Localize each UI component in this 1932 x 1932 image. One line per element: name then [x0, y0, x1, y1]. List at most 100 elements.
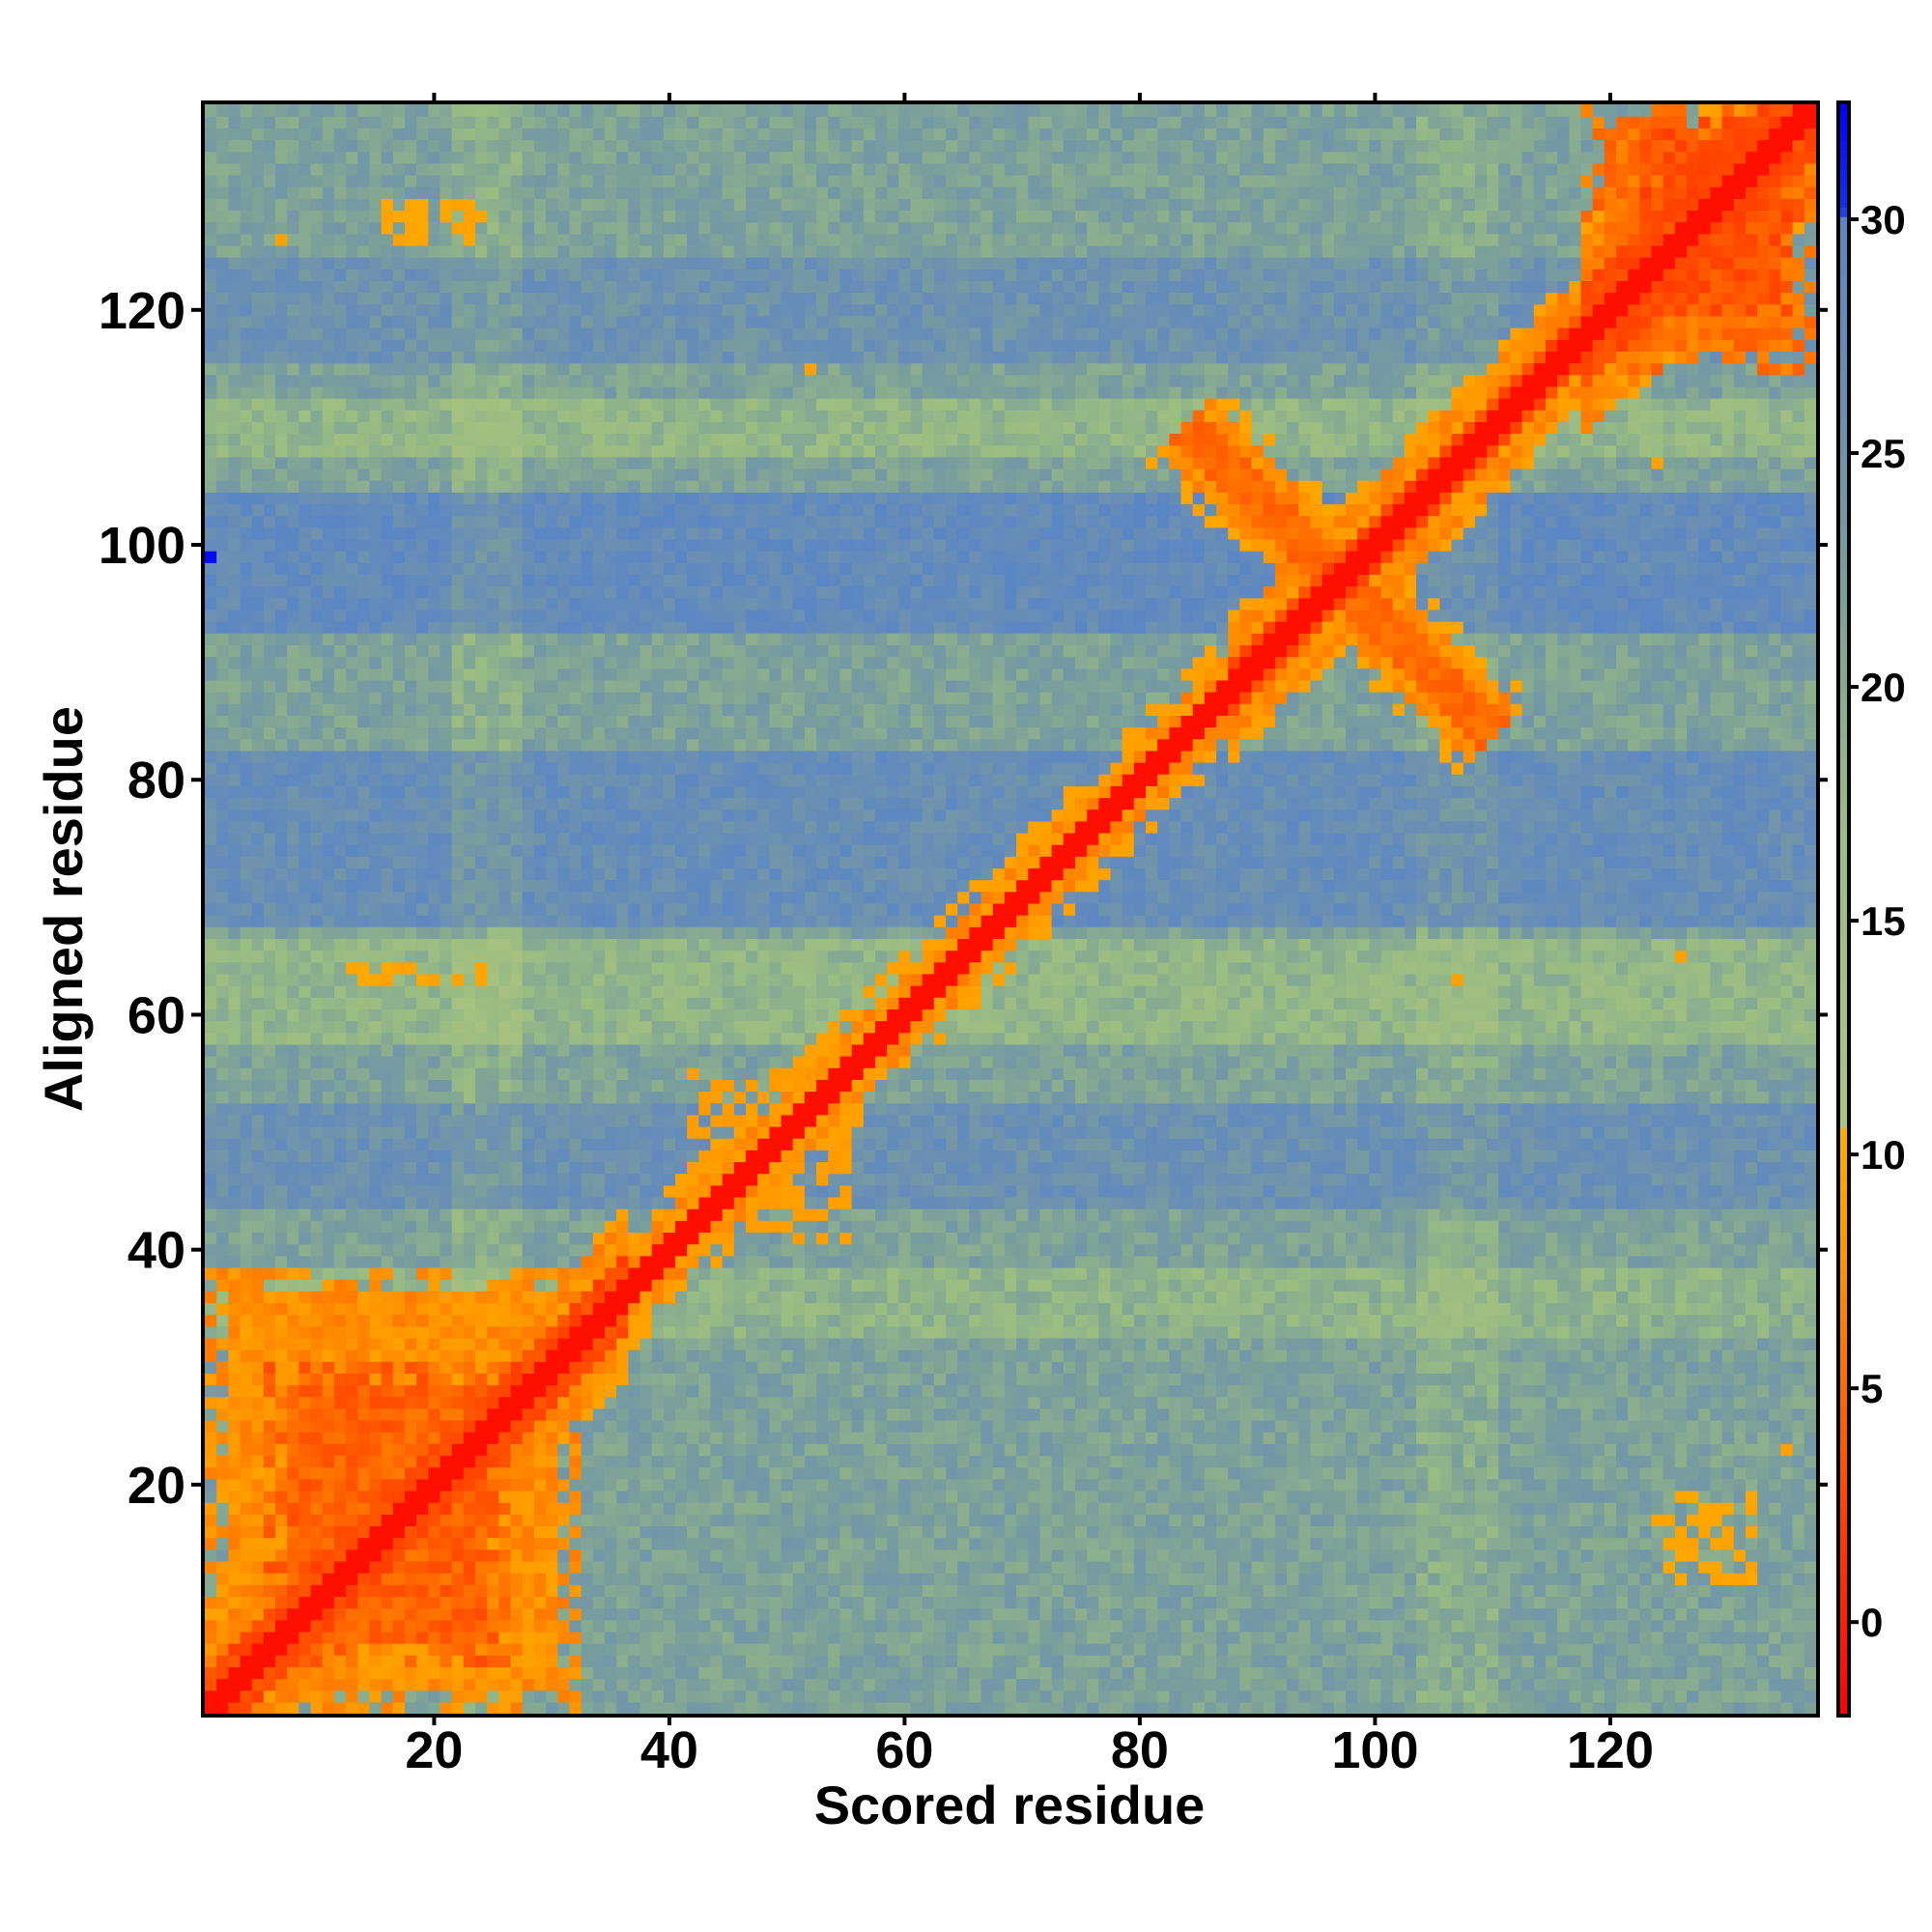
heatmap-cell [980, 1396, 994, 1409]
heatmap-cell [1321, 1478, 1335, 1492]
heatmap-cell [816, 1525, 829, 1539]
heatmap-cell [1569, 1666, 1582, 1680]
heatmap-cell [1674, 1466, 1688, 1480]
heatmap-cell [1310, 1502, 1323, 1515]
heatmap-cell [1569, 1560, 1582, 1574]
heatmap-cell [1321, 1291, 1335, 1303]
heatmap-cell [710, 1443, 724, 1457]
heatmap-cell [1733, 1502, 1747, 1515]
heatmap-cell [1310, 1643, 1323, 1656]
heatmap-cell [946, 1655, 958, 1667]
heatmap-cell [287, 1548, 300, 1562]
heatmap-cell [1345, 1596, 1358, 1609]
heatmap-cell [898, 1361, 912, 1374]
heatmap-cell [1369, 1525, 1382, 1539]
heatmap-cell [804, 1291, 817, 1303]
heatmap-cell [710, 1432, 724, 1444]
heatmap-cell [451, 1337, 465, 1350]
heatmap-cell [604, 1584, 617, 1597]
heatmap-cell [1310, 1466, 1323, 1480]
heatmap-cell [487, 1396, 499, 1409]
heatmap-cell [1016, 1502, 1029, 1515]
heatmap-cell [746, 1690, 758, 1703]
heatmap-cell [1028, 1701, 1041, 1715]
heatmap-cell [1487, 1291, 1499, 1303]
heatmap-cell [216, 1443, 229, 1457]
heatmap-cell [1063, 1514, 1076, 1527]
heatmap-cell [1662, 1337, 1676, 1350]
heatmap-cell [687, 1573, 699, 1585]
heatmap-cell [1146, 1525, 1158, 1539]
heatmap-cell [946, 1490, 958, 1503]
heatmap-cell [1404, 1560, 1417, 1574]
heatmap-cell [1592, 1596, 1605, 1609]
heatmap-cell [1769, 1478, 1782, 1492]
heatmap-cell [1028, 1643, 1041, 1656]
heatmap-cell [792, 1466, 806, 1480]
heatmap-cell [933, 1443, 947, 1457]
heatmap-cell [1369, 1655, 1382, 1667]
heatmap-cell [1251, 1631, 1264, 1644]
heatmap-cell [1404, 1455, 1417, 1468]
heatmap-cell [1087, 1525, 1099, 1539]
heatmap-cell [1074, 1432, 1088, 1444]
heatmap-cell [1074, 1419, 1088, 1433]
heatmap-cell [1474, 1384, 1488, 1398]
heatmap-cell [1616, 1514, 1629, 1527]
heatmap-cell [887, 1573, 899, 1585]
heatmap-cell [969, 1490, 982, 1503]
heatmap-cell [922, 1361, 935, 1374]
heatmap-cell [1098, 1490, 1112, 1503]
heatmap-cell [428, 1655, 441, 1667]
heatmap-cell [1133, 1607, 1147, 1621]
heatmap-cell [1616, 1631, 1629, 1644]
heatmap-cell [1169, 1619, 1182, 1633]
heatmap-cell [263, 1325, 276, 1339]
heatmap-cell [463, 1548, 476, 1562]
heatmap-cell [1463, 1643, 1476, 1656]
heatmap-cell [1580, 1396, 1594, 1409]
heatmap-cell [1298, 1302, 1312, 1316]
heatmap-cell [1721, 1619, 1735, 1633]
heatmap-cell [1192, 1525, 1206, 1539]
heatmap-cell [969, 1302, 982, 1316]
heatmap-cell [546, 1619, 558, 1633]
heatmap-cell [1780, 1666, 1794, 1680]
heatmap-cell [263, 1361, 276, 1374]
heatmap-cell [216, 1537, 229, 1550]
heatmap-cell [1004, 1631, 1017, 1644]
heatmap-cell [804, 1407, 817, 1421]
heatmap-cell [357, 1455, 371, 1468]
heatmap-cell [1757, 1443, 1770, 1457]
heatmap-cell [639, 1678, 653, 1691]
heatmap-cell [1498, 1548, 1512, 1562]
heatmap-cell [1004, 1455, 1017, 1468]
heatmap-cell [1180, 1607, 1194, 1621]
heatmap-cell [1769, 1396, 1782, 1409]
heatmap-cell [510, 1361, 524, 1374]
heatmap-cell [616, 1525, 629, 1539]
heatmap-cell [863, 1455, 876, 1468]
heatmap-cell [1357, 1361, 1370, 1374]
heatmap-cell [1557, 1432, 1570, 1444]
heatmap-cell [710, 1314, 724, 1327]
heatmap-cell [522, 1325, 535, 1339]
heatmap-cell [487, 1432, 499, 1444]
heatmap-cell [263, 1655, 276, 1667]
heatmap-cell [1239, 1361, 1253, 1374]
heatmap-cell [1169, 1432, 1182, 1444]
heatmap-cell [1792, 1560, 1805, 1574]
heatmap-cell [1580, 1291, 1594, 1303]
heatmap-cell [769, 1655, 782, 1667]
heatmap-cell [828, 1690, 841, 1703]
heatmap-cell [1510, 1478, 1523, 1492]
heatmap-cell [1674, 1548, 1688, 1562]
heatmap-cell [1662, 1514, 1676, 1527]
heatmap-cell [205, 1525, 217, 1539]
heatmap-cell [722, 1490, 735, 1503]
heatmap-cell [205, 1373, 217, 1386]
heatmap-cell [1098, 1666, 1112, 1680]
heatmap-cell [1369, 1443, 1382, 1457]
heatmap-cell [1369, 1596, 1382, 1609]
heatmap-cell [1439, 1655, 1453, 1667]
